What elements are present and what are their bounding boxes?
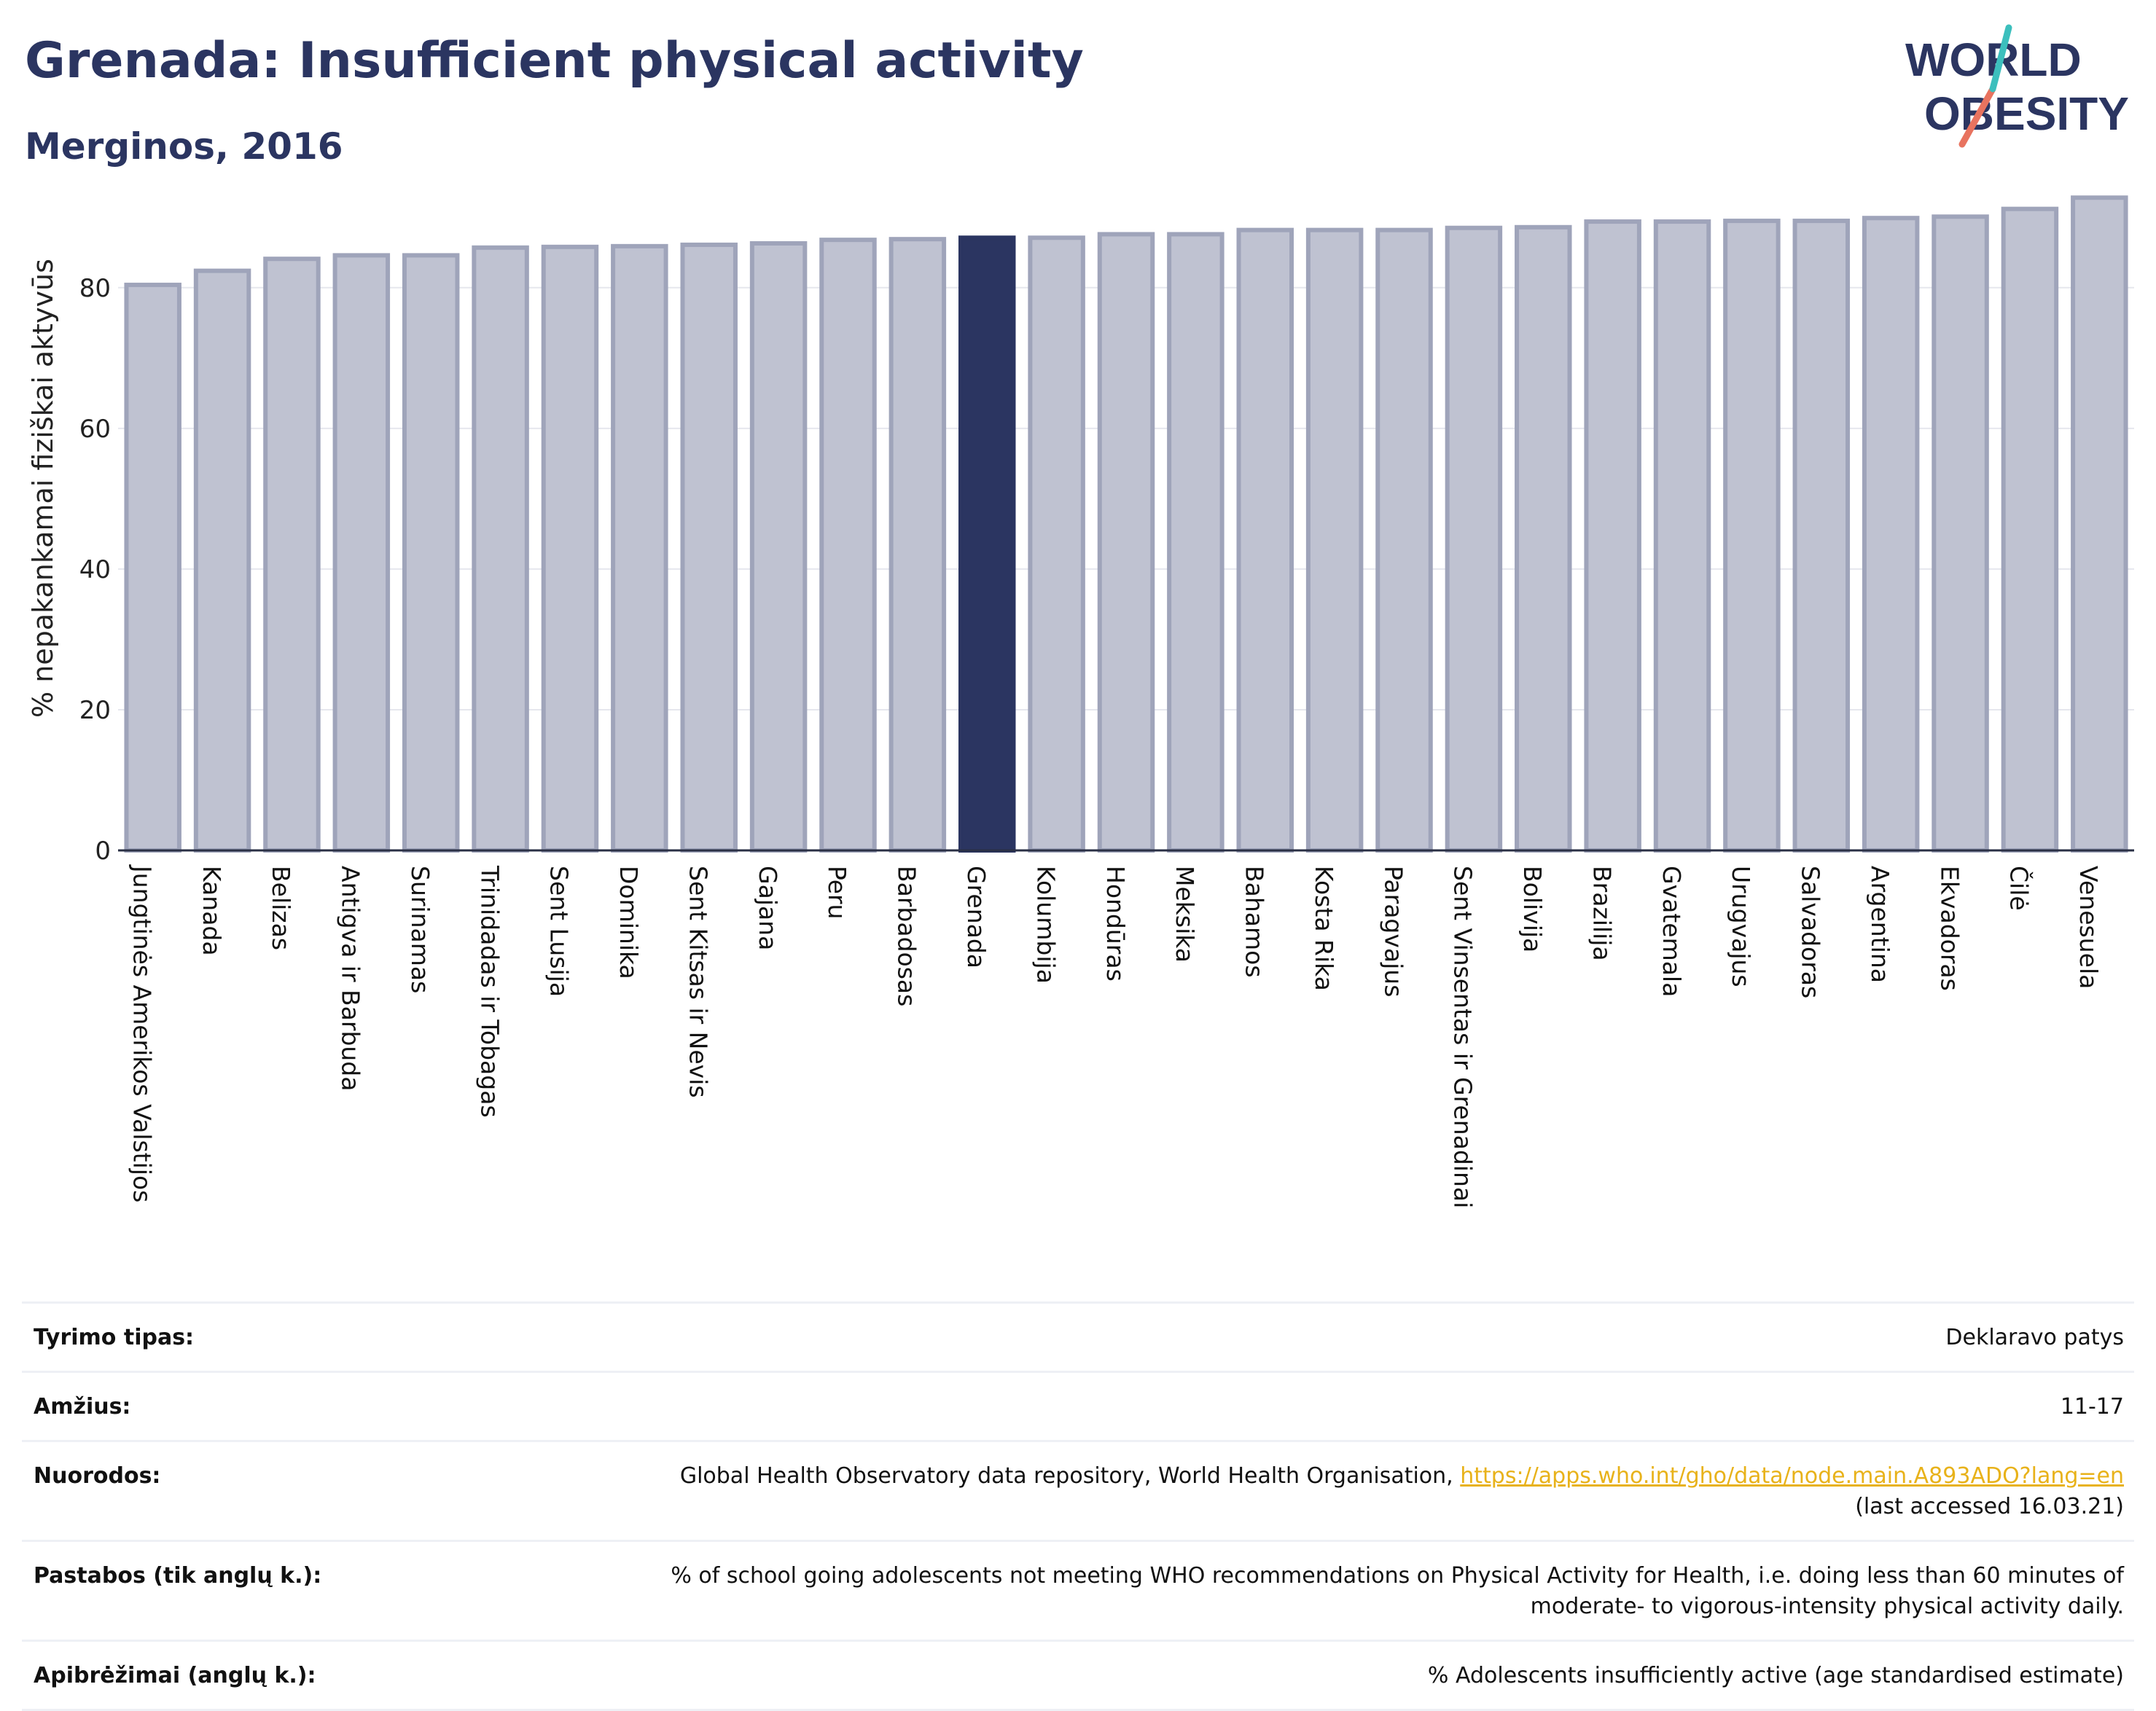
x-tick-label: Hondūras (1101, 866, 1130, 982)
info-label: Apibrėžimai (anglų k.): (22, 1640, 598, 1711)
x-tick-label: Belizas (267, 866, 295, 950)
y-tick-label: 60 (79, 415, 111, 444)
bar-sent-kitsas-ir-nevis (680, 242, 738, 853)
x-tick-label: Barbadosas (893, 866, 921, 1006)
bars (124, 195, 2128, 853)
info-value-cell: Global Health Observatory data repositor… (598, 1440, 2134, 1541)
info-value: Deklaravo patys (598, 1301, 2134, 1372)
info-value: % Adolescents insufficiently active (age… (598, 1640, 2134, 1711)
info-table: Tyrimo tipas: Deklaravo patys Amžius: 11… (22, 1301, 2134, 1711)
x-tick-label: Peru (823, 866, 851, 920)
x-tick-label: Salvadoras (1797, 866, 1825, 998)
notes-text-line1: % of school going adolescents not meetin… (671, 1563, 2124, 1589)
x-tick-label: Kanada (198, 866, 226, 956)
reference-link[interactable]: https://apps.who.int/gho/data/node.main.… (1460, 1463, 2124, 1489)
x-tick-label: Meksika (1171, 866, 1199, 963)
x-tick-labels: Jungtinės Amerikos Valstijos Kanada Beliza… (128, 864, 2103, 1208)
bar-trinidadas-ir-tobagas (472, 245, 529, 853)
bar-hondūras (1097, 232, 1155, 853)
bar-gvatemala (1653, 219, 1711, 853)
info-value: 11-17 (598, 1371, 2134, 1441)
info-label: Tyrimo tipas: (22, 1301, 598, 1372)
x-tick-label: Ekvadoras (1935, 866, 1964, 991)
notes-text-line2: moderate- to vigorous-intensity physical… (1530, 1594, 2124, 1619)
reference-text: Global Health Observatory data repositor… (679, 1463, 1453, 1489)
bar-ekvadoras (1932, 214, 1989, 853)
world-obesity-logo: WORLD OBESITY (1905, 24, 2129, 148)
bar-belizas (263, 257, 321, 853)
bar-argentina (1862, 216, 1920, 853)
bar-grenada (958, 235, 1016, 853)
bar-kosta-rika (1305, 227, 1364, 853)
bar-urugvajus (1723, 219, 1781, 853)
bar-gajana (749, 240, 808, 853)
page-subtitle: Merginos, 2016 (25, 125, 343, 168)
x-tick-label: Kolumbija (1031, 866, 1060, 984)
x-tick-label: Venesuela (2074, 866, 2103, 989)
bar-peru (819, 238, 877, 853)
logo-slash-red (1958, 85, 1996, 148)
x-tick-label: Gajana (754, 866, 782, 950)
bar-venesuela (2071, 195, 2128, 853)
info-label: Amžius: (22, 1371, 598, 1441)
x-tick-label: Surinamas (406, 866, 434, 993)
reference-accessed: (last accessed 16.03.21) (1855, 1494, 2124, 1519)
info-row-notes: Pastabos (tik anglų k.): % of school goi… (22, 1540, 2134, 1641)
bar-sent-lusija (541, 244, 599, 853)
bar-barbadosas (888, 237, 947, 853)
bar-kolumbija (1028, 235, 1085, 853)
x-tick-label: Grenada (962, 866, 991, 968)
bar-paragvajus (1375, 227, 1433, 853)
info-label: Nuorodos: (22, 1440, 598, 1541)
x-tick-label: Kosta Rika (1310, 866, 1338, 991)
x-tick-label: Gvatemala (1657, 866, 1686, 997)
x-tick-label: Čilė (2005, 866, 2034, 911)
bar-chart: 0 20 40 60 80 Jungtinės Amerikos Valstijos Ka… (27, 195, 2134, 1208)
x-tick-label: Sent Vinsentas ir Grenadinai (1449, 866, 1477, 1208)
bar-sent-vinsentas-ir-grenadinai (1445, 225, 1503, 853)
x-tick-label: Paragvajus (1379, 866, 1407, 997)
x-tick-label: Sent Kitsas ir Nevis (684, 866, 712, 1098)
logo-slash-teal (1989, 24, 2012, 93)
bar-kanada (193, 268, 251, 853)
x-tick-label: Urugvajus (1727, 866, 1755, 987)
y-tick-labels: 0 20 40 60 80 (79, 274, 111, 866)
x-tick-label: Sent Lusija (545, 866, 574, 997)
x-tick-label: Trinidadas ir Tobagas (475, 865, 504, 1118)
bar-salvadoras (1792, 219, 1851, 853)
bar-brazilija (1584, 219, 1641, 853)
y-tick-label: 0 (95, 837, 111, 866)
bar-antigva-ir-barbuda (332, 253, 391, 853)
page-title: Grenada: Insufficient physical activity (25, 32, 1084, 90)
bar-surinamas (402, 253, 460, 853)
info-value-cell: % of school going adolescents not meetin… (598, 1540, 2134, 1641)
x-tick-label: Bahamos (1241, 866, 1269, 978)
bar-jungtinės-amerikos-valstijos (124, 282, 181, 853)
bar-dominika (611, 243, 668, 853)
info-label: Pastabos (tik anglų k.): (22, 1540, 598, 1641)
x-tick-label: Jungtinės Amerikos Valstijos (128, 864, 156, 1202)
x-tick-label: Brazilija (1587, 866, 1616, 961)
y-tick-label: 40 (79, 555, 111, 584)
bar-bolivija (1515, 224, 1572, 853)
info-row-references: Nuorodos: Global Health Observatory data… (22, 1440, 2134, 1541)
bar-bahamos (1236, 227, 1294, 853)
bar-meksika (1167, 232, 1225, 853)
x-tick-label: Bolivija (1518, 866, 1547, 952)
y-axis-label: % nepakankamai fiziškai aktyvūs (27, 259, 59, 718)
y-tick-label: 80 (79, 274, 111, 303)
x-tick-label: Argentina (1866, 866, 1894, 983)
x-tick-label: Dominika (614, 866, 643, 979)
y-tick-label: 20 (79, 696, 111, 725)
x-tick-label: Antigva ir Barbuda (337, 866, 365, 1091)
info-row-age: Amžius: 11-17 (22, 1371, 2134, 1441)
info-row-survey-type: Tyrimo tipas: Deklaravo patys (22, 1301, 2134, 1372)
bar-čilė (2001, 206, 2059, 853)
logo-word-obesity: OBESITY (1924, 87, 2129, 140)
info-row-definitions: Apibrėžimai (anglų k.): % Adolescents in… (22, 1640, 2134, 1711)
